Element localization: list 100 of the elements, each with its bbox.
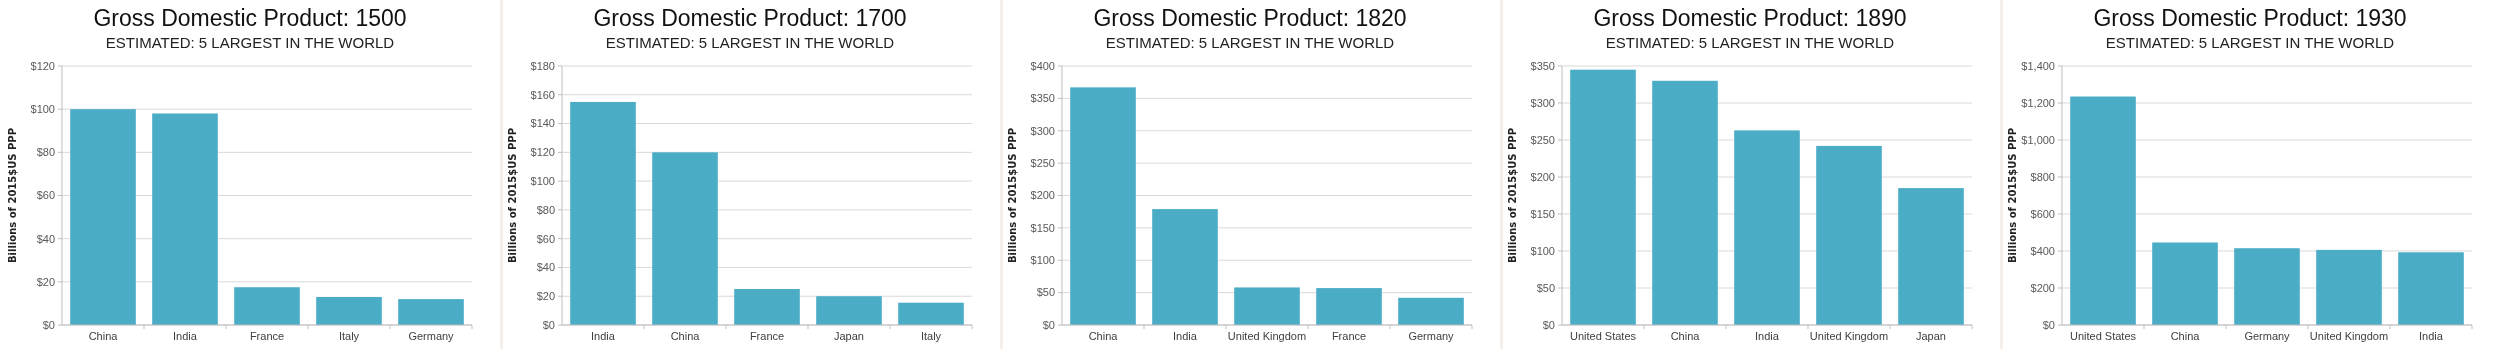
bar bbox=[234, 287, 300, 325]
bar bbox=[1316, 288, 1382, 325]
y-tick-label: $300 bbox=[1530, 96, 1555, 109]
bar bbox=[1898, 188, 1964, 325]
y-tick-label: $150 bbox=[1030, 221, 1055, 234]
y-tick-label: $150 bbox=[1530, 207, 1555, 220]
bar bbox=[2152, 242, 2218, 325]
x-tick-label: India bbox=[1755, 330, 1780, 342]
x-tick-label: France bbox=[749, 330, 785, 342]
x-tick-label: India bbox=[2419, 330, 2444, 342]
y-axis-title: Billions of 2015$US PPP bbox=[1507, 127, 1518, 264]
y-tick-label: $400 bbox=[2030, 244, 2055, 257]
y-tick-label: $50 bbox=[1036, 286, 1055, 299]
chart-subtitle: ESTIMATED: 5 LARGEST IN THE WORLD bbox=[1605, 34, 1895, 51]
y-tick-label: $350 bbox=[1030, 92, 1055, 105]
bar bbox=[2398, 252, 2464, 325]
y-tick-label: $250 bbox=[1030, 156, 1055, 169]
y-tick-label: $80 bbox=[536, 203, 555, 216]
y-tick-label: $100 bbox=[30, 103, 55, 116]
y-tick-label: $400 bbox=[1030, 59, 1055, 72]
y-axis-title: Billions of 2015$US PPP bbox=[2007, 127, 2018, 264]
y-axis-title: Billions of 2015$US PPP bbox=[7, 127, 18, 264]
bar bbox=[1734, 130, 1800, 325]
y-tick-label: $0 bbox=[42, 318, 55, 331]
y-tick-label: $20 bbox=[36, 275, 55, 288]
x-tick-label: Japan bbox=[834, 330, 864, 342]
x-tick-label: China bbox=[670, 330, 701, 342]
y-tick-label: $20 bbox=[536, 290, 555, 303]
y-tick-label: $80 bbox=[36, 146, 55, 159]
chart-title: Gross Domestic Product: 1890 bbox=[1593, 5, 1907, 31]
x-tick-label: China bbox=[1670, 330, 1701, 342]
y-axis-title: Billions of 2015$US PPP bbox=[1007, 127, 1018, 264]
y-tick-label: $0 bbox=[1542, 318, 1555, 331]
x-tick-label: Italy bbox=[920, 330, 942, 342]
chart-title: Gross Domestic Product: 1930 bbox=[2093, 5, 2407, 31]
y-tick-label: $300 bbox=[1030, 124, 1055, 137]
chart-subtitle: ESTIMATED: 5 LARGEST IN THE WORLD bbox=[105, 34, 395, 51]
chart-title: Gross Domestic Product: 1500 bbox=[93, 5, 407, 31]
chart-title: Gross Domestic Product: 1820 bbox=[1093, 5, 1407, 31]
y-tick-label: $160 bbox=[530, 88, 555, 101]
bar bbox=[1570, 69, 1636, 325]
y-tick-label: $50 bbox=[1536, 281, 1555, 294]
bar bbox=[398, 299, 464, 325]
x-tick-label: India bbox=[591, 330, 616, 342]
y-tick-label: $140 bbox=[530, 117, 555, 130]
x-tick-label: China bbox=[1088, 330, 1119, 342]
x-tick-label: United Kingdom bbox=[1809, 330, 1889, 342]
y-tick-label: $350 bbox=[1530, 59, 1555, 72]
x-tick-label: Germany bbox=[1408, 330, 1455, 342]
bar bbox=[1398, 297, 1464, 325]
y-tick-label: $0 bbox=[2042, 318, 2055, 331]
y-tick-label: $250 bbox=[1530, 133, 1555, 146]
y-tick-label: $100 bbox=[1530, 244, 1555, 257]
bar bbox=[316, 296, 382, 325]
x-tick-label: China bbox=[2170, 330, 2201, 342]
bar bbox=[570, 101, 636, 325]
bar bbox=[898, 302, 964, 325]
y-tick-label: $0 bbox=[542, 318, 555, 331]
y-tick-label: $1,000 bbox=[2021, 133, 2055, 146]
y-tick-label: $40 bbox=[36, 232, 55, 245]
bar bbox=[1652, 80, 1718, 325]
y-tick-label: $120 bbox=[30, 59, 55, 72]
chart-subtitle: ESTIMATED: 5 LARGEST IN THE WORLD bbox=[2105, 34, 2395, 51]
x-tick-label: India bbox=[173, 330, 198, 342]
y-tick-label: $120 bbox=[530, 146, 555, 159]
x-tick-label: France bbox=[1331, 330, 1367, 342]
y-tick-label: $60 bbox=[36, 189, 55, 202]
y-tick-label: $200 bbox=[1030, 189, 1055, 202]
bar bbox=[1816, 145, 1882, 325]
x-tick-label: France bbox=[249, 330, 285, 342]
y-axis-title: Billions of 2015$US PPP bbox=[507, 127, 518, 264]
bar bbox=[2070, 96, 2136, 325]
y-tick-label: $100 bbox=[1030, 254, 1055, 267]
bar bbox=[734, 289, 800, 325]
x-tick-label: Italy bbox=[338, 330, 360, 342]
bar bbox=[70, 109, 136, 325]
bar bbox=[1234, 287, 1300, 325]
x-tick-label: China bbox=[88, 330, 119, 342]
y-tick-label: $200 bbox=[2030, 281, 2055, 294]
chart-subtitle: ESTIMATED: 5 LARGEST IN THE WORLD bbox=[605, 34, 895, 51]
x-tick-label: Germany bbox=[408, 330, 455, 342]
bar bbox=[2234, 248, 2300, 325]
x-tick-label: United States bbox=[1569, 330, 1637, 342]
y-tick-label: $200 bbox=[1530, 170, 1555, 183]
chart-subtitle: ESTIMATED: 5 LARGEST IN THE WORLD bbox=[1105, 34, 1395, 51]
chart-title: Gross Domestic Product: 1700 bbox=[593, 5, 907, 31]
x-tick-label: Germany bbox=[2244, 330, 2291, 342]
y-tick-label: $100 bbox=[530, 174, 555, 187]
x-tick-label: United States bbox=[2069, 330, 2137, 342]
y-tick-label: $0 bbox=[1042, 318, 1055, 331]
y-tick-label: $800 bbox=[2030, 170, 2055, 183]
x-tick-label: United Kingdom bbox=[1227, 330, 1307, 342]
y-tick-label: $40 bbox=[536, 261, 555, 274]
bar bbox=[1152, 209, 1218, 325]
x-tick-label: India bbox=[1173, 330, 1198, 342]
bar bbox=[652, 152, 718, 325]
bar bbox=[2316, 249, 2382, 325]
y-tick-label: $1,400 bbox=[2021, 59, 2055, 72]
x-tick-label: Japan bbox=[1916, 330, 1946, 342]
x-tick-label: United Kingdom bbox=[2309, 330, 2389, 342]
